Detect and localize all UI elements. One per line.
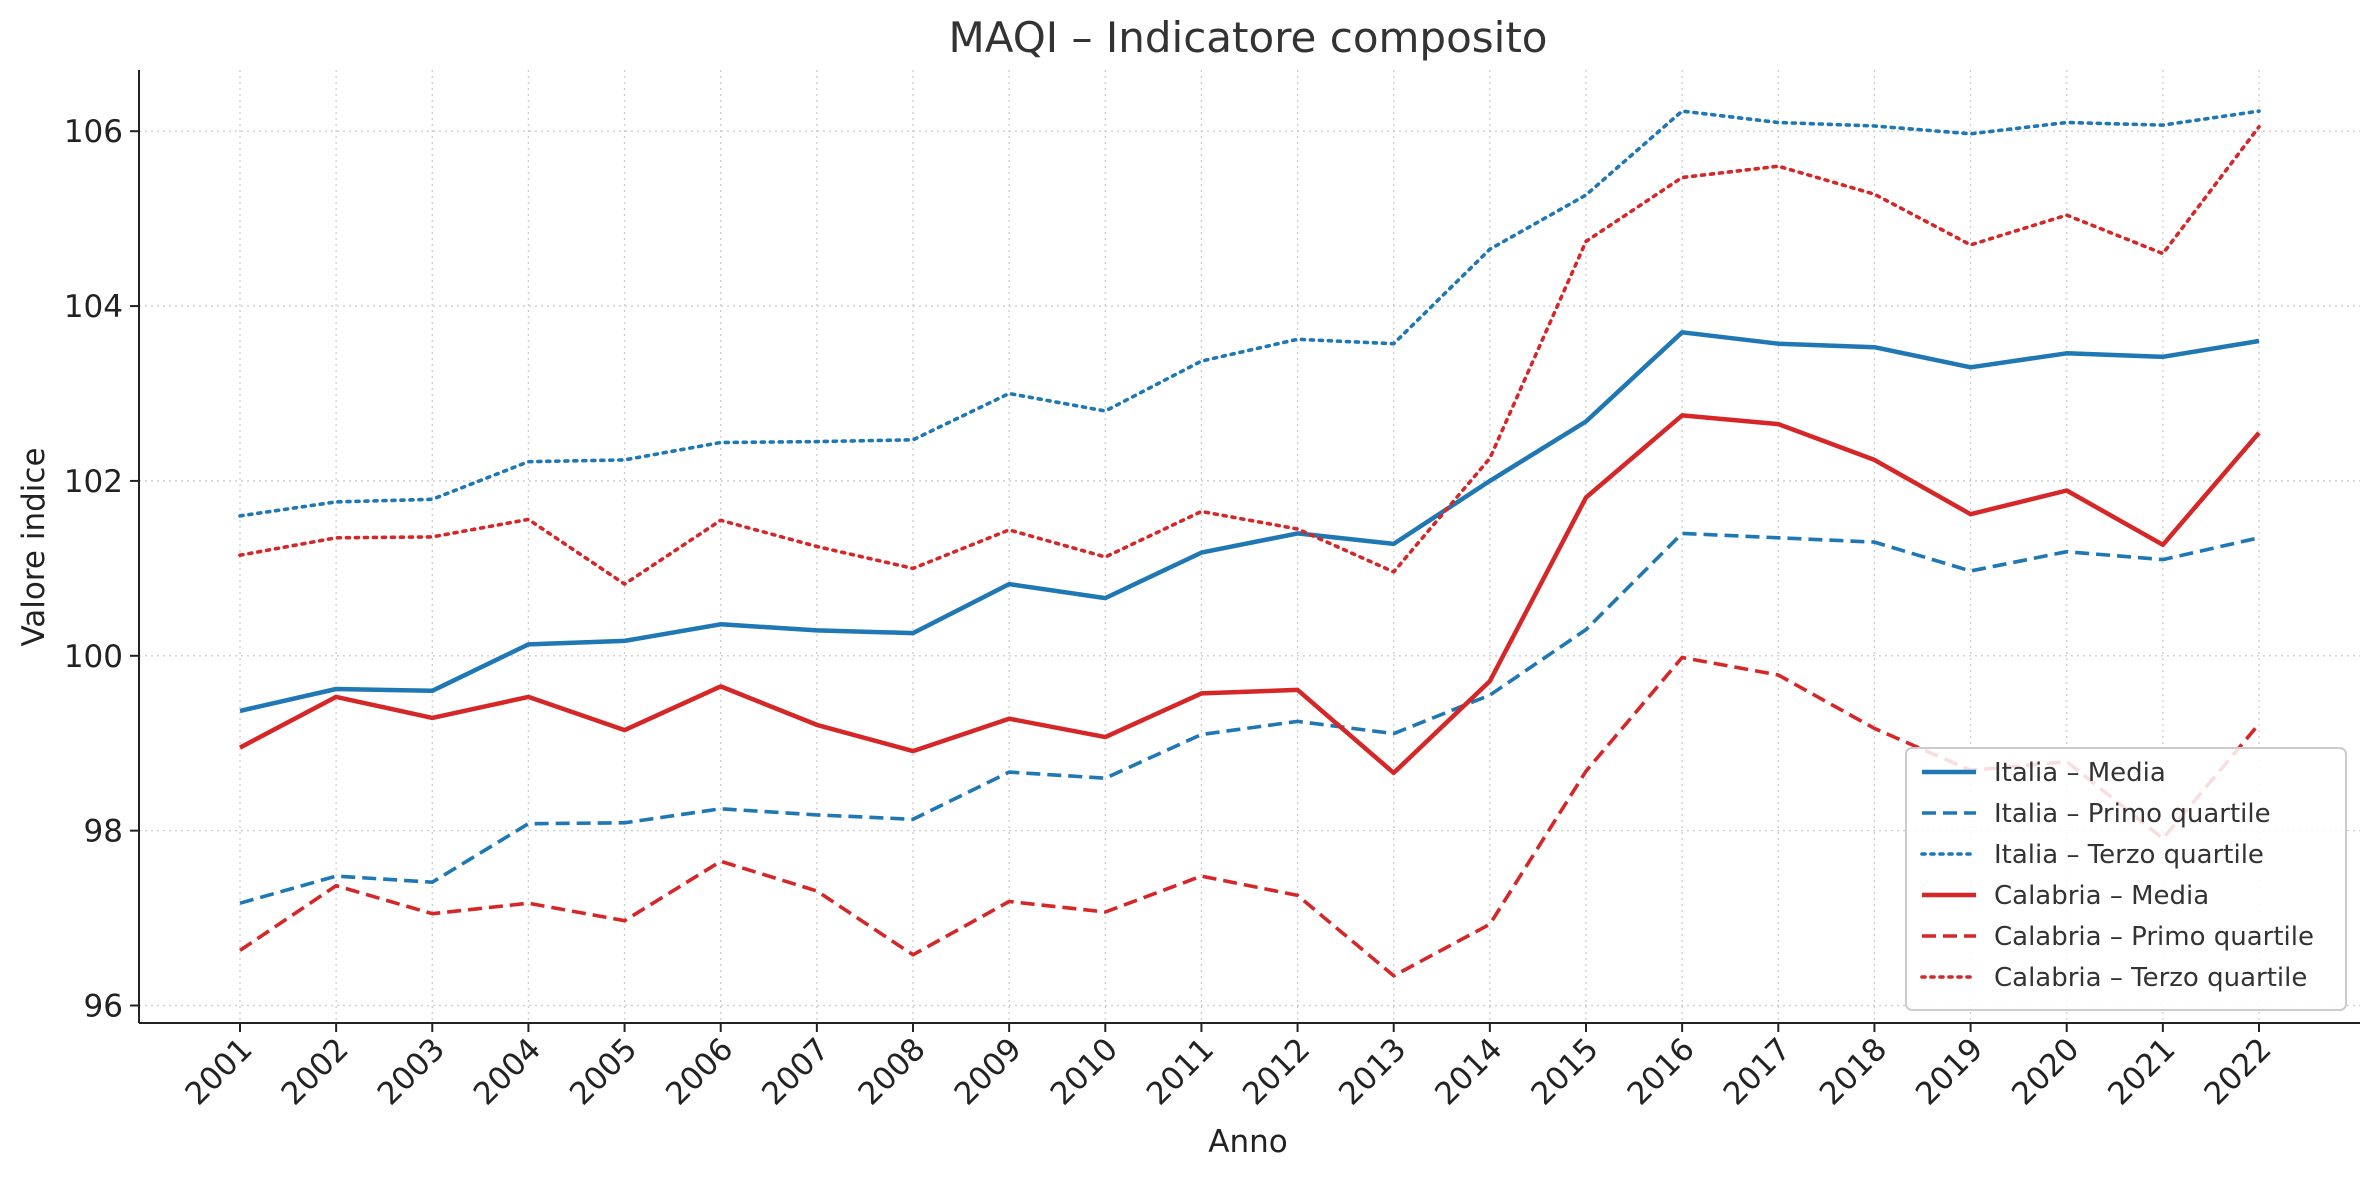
legend-label: Italia – Primo quartile [1994, 799, 2271, 829]
x-tick-label: 2011 [1140, 1031, 1221, 1112]
legend-box [1905, 747, 2347, 1011]
y-tick-label: 98 [84, 814, 123, 850]
legend-label: Italia – Media [1994, 758, 2166, 788]
x-tick-label: 2012 [1236, 1031, 1317, 1112]
x-tick-label: 2003 [371, 1031, 452, 1112]
y-tick-label: 104 [64, 289, 123, 325]
series-line-4 [238, 655, 2261, 978]
y-tick-label: 106 [64, 114, 123, 150]
series-line-2 [238, 109, 2261, 518]
x-tick-label: 2006 [659, 1031, 740, 1112]
x-tick-label: 2010 [1044, 1031, 1125, 1112]
x-tick-label: 2013 [1332, 1031, 1413, 1112]
x-tick-label: 2020 [2005, 1031, 2086, 1112]
x-tick-label: 2018 [1813, 1031, 1894, 1112]
x-tick-label: 2015 [1524, 1031, 1605, 1112]
y-tick-label: 102 [64, 464, 123, 500]
x-tick-label: 2001 [178, 1031, 259, 1112]
legend-label: Calabria – Primo quartile [1994, 922, 2314, 952]
x-tick-label: 2019 [1909, 1031, 1990, 1112]
x-tick-label: 2002 [275, 1031, 356, 1112]
series-line-3 [238, 413, 2261, 776]
y-axis-label: Valore indice [16, 447, 52, 646]
series-line-5 [238, 125, 2261, 586]
x-tick-label: 2005 [563, 1031, 644, 1112]
x-tick-label: 2014 [1428, 1031, 1509, 1112]
legend-label: Italia – Terzo quartile [1994, 840, 2264, 870]
x-tick-label: 2004 [467, 1031, 548, 1112]
x-tick-label: 2022 [2197, 1031, 2278, 1112]
y-tick-label: 96 [84, 989, 123, 1025]
x-tick-label: 2009 [948, 1031, 1029, 1112]
legend-label: Calabria – Terzo quartile [1994, 963, 2307, 993]
x-tick-label: 2021 [2101, 1031, 2182, 1112]
x-tick-label: 2008 [851, 1031, 932, 1112]
legend: Italia – Media Italia – Primo quartile Ita… [1905, 747, 2347, 1011]
series-lines [238, 109, 2261, 978]
legend-label: Calabria – Media [1994, 881, 2209, 911]
x-tick-label: 2007 [755, 1031, 836, 1112]
x-tick-label: 2017 [1717, 1031, 1798, 1112]
chart-title: MAQI – Indicatore composito [948, 13, 1547, 62]
series-line-1 [239, 531, 2260, 905]
y-tick-label: 100 [64, 639, 123, 675]
x-axis-label: Anno [1208, 1124, 1287, 1160]
grid [139, 70, 2360, 1023]
series-line-0 [239, 330, 2260, 714]
x-tick-label: 2016 [1621, 1031, 1702, 1112]
axes [130, 70, 2360, 1032]
